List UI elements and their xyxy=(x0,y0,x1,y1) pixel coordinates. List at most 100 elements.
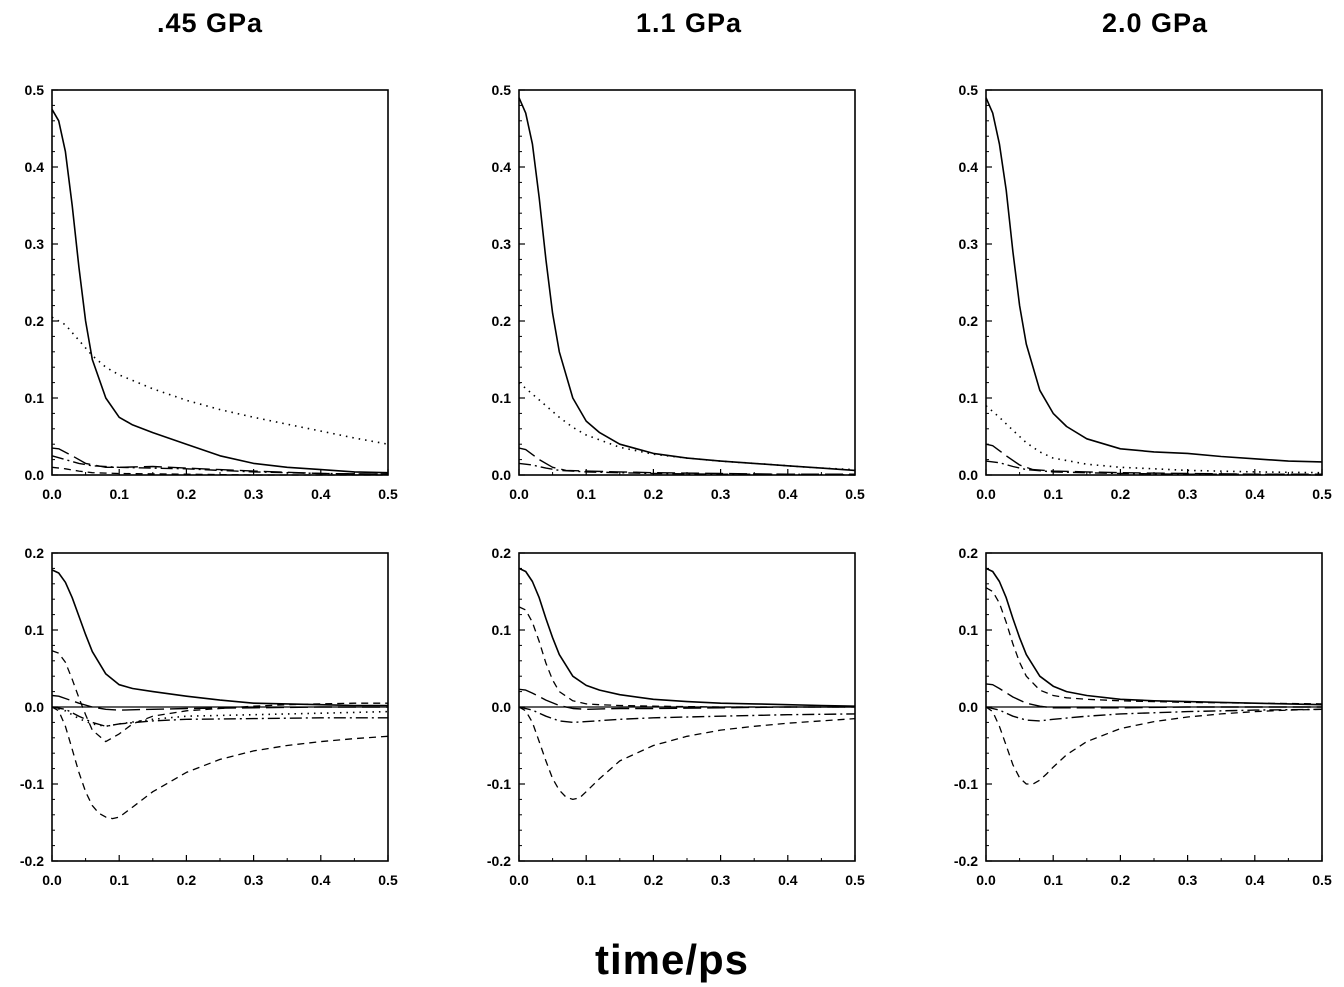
x-tick-label: 0.4 xyxy=(311,486,331,502)
y-tick-label: 0.2 xyxy=(25,545,45,561)
x-tick-label: 0.3 xyxy=(711,486,731,502)
x-tick-label: 0.4 xyxy=(311,872,331,888)
series-line-solid xyxy=(518,97,856,472)
plot-frame xyxy=(518,89,856,476)
y-tick-label: 0.3 xyxy=(25,236,45,252)
series-line-longdash xyxy=(51,694,388,711)
series-line-solid xyxy=(518,567,856,707)
y-tick-label: 0.4 xyxy=(959,159,979,175)
x-tick-label: 0.4 xyxy=(1245,486,1265,502)
chart-panel-top-left: 0.0 0.1 0.2 0.3 0.4 0.5 0.0 0.1 0.2 0.3 0.4 0.5 xyxy=(0,80,410,515)
chart-panel-bottom-right: 0.0 0.1 0.2 0.3 0.4 0.5 -0.2 -0.1 0.0 0.1 0.2 xyxy=(934,543,1344,901)
plot-frame xyxy=(51,89,389,476)
series-line-dotted xyxy=(51,316,389,445)
series-line-shortdash xyxy=(985,706,1323,785)
y-tick-label: -0.2 xyxy=(487,853,511,869)
x-tick-label: 0.1 xyxy=(576,486,596,502)
x-tick-label: 0.0 xyxy=(509,872,529,888)
x-tick-label: 0.1 xyxy=(1043,486,1063,502)
y-tick-label: 0.1 xyxy=(959,390,979,406)
series-line-dotted xyxy=(985,405,1323,474)
y-tick-label: 0.2 xyxy=(492,313,512,329)
chart-panel-top-right: 0.0 0.1 0.2 0.3 0.4 0.5 0.0 0.1 0.2 0.3 0.4 0.5 xyxy=(934,80,1344,515)
x-tick-label: 0.0 xyxy=(42,872,62,888)
x-tick-label: 0.2 xyxy=(1111,872,1131,888)
y-tick-label: 0.5 xyxy=(959,82,979,98)
x-tick-label: 0.2 xyxy=(1111,486,1131,502)
x-tick-label: 0.2 xyxy=(644,872,664,888)
x-tick-label: 0.3 xyxy=(244,872,264,888)
y-tick-label: 0.5 xyxy=(492,82,512,98)
x-tick-label: 0.0 xyxy=(976,872,996,888)
y-tick-label: 0.1 xyxy=(25,390,45,406)
y-tick-label: 0.5 xyxy=(25,82,45,98)
x-tick-label: 0.5 xyxy=(845,872,865,888)
y-tick-label: 0.0 xyxy=(492,699,512,715)
chart-panel-top-middle: 0.0 0.1 0.2 0.3 0.4 0.5 0.0 0.1 0.2 0.3 0.4 0.5 xyxy=(467,80,877,515)
series-line-dashdot xyxy=(985,706,1323,722)
x-tick-label: 0.1 xyxy=(576,872,596,888)
y-tick-label: 0.0 xyxy=(492,467,512,483)
y-tick-label: 0.2 xyxy=(25,313,45,329)
series-line-dashdot xyxy=(518,706,856,724)
series-line-solid xyxy=(51,569,388,707)
chart-svg: 0.0 0.1 0.2 0.3 0.4 0.5 0.0 0.1 0.2 0.3 0.4 0.5 xyxy=(959,82,1332,502)
y-tick-label: 0.1 xyxy=(492,390,512,406)
chart-panel-bottom-left: 0.0 0.1 0.2 0.3 0.4 0.5 -0.2 -0.1 0.0 0.1 0.2 xyxy=(0,543,410,901)
chart-panel-bottom-middle: 0.0 0.1 0.2 0.3 0.4 0.5 -0.2 -0.1 0.0 0.1 0.2 xyxy=(467,543,877,901)
series-line-solid xyxy=(985,97,1323,463)
x-tick-label: 0.1 xyxy=(109,872,129,888)
series-line-longdash xyxy=(518,688,855,710)
x-tick-label: 0.4 xyxy=(778,486,798,502)
series-line-shortdash xyxy=(51,706,389,820)
chart-svg: 0.0 0.1 0.2 0.3 0.4 0.5 -0.2 -0.1 0.0 0.1 0.2 xyxy=(487,545,865,888)
series-line-longdash xyxy=(985,683,1322,709)
series-line-dashdot xyxy=(51,455,389,475)
series-line-dashed xyxy=(51,650,388,743)
series-line-solid xyxy=(985,567,1323,706)
y-tick-label: 0.0 xyxy=(959,699,979,715)
x-tick-label: 0.4 xyxy=(1245,872,1265,888)
y-tick-label: 0.1 xyxy=(959,622,979,638)
x-tick-label: 0.5 xyxy=(378,872,398,888)
x-tick-label: 0.5 xyxy=(1312,872,1332,888)
y-tick-label: -0.2 xyxy=(20,853,44,869)
y-tick-label: 0.2 xyxy=(492,545,512,561)
plot-frame xyxy=(985,89,1323,476)
x-tick-label: 0.5 xyxy=(378,486,398,502)
x-tick-label: 0.3 xyxy=(711,872,731,888)
x-tick-label: 0.2 xyxy=(177,486,197,502)
series-line-solid xyxy=(51,108,389,474)
series-line-dotted xyxy=(51,706,389,728)
y-tick-label: 0.3 xyxy=(959,236,979,252)
chart-svg: 0.0 0.1 0.2 0.3 0.4 0.5 0.0 0.1 0.2 0.3 0.4 0.5 xyxy=(492,82,865,502)
column-title-20-gpa: 2.0 GPa xyxy=(1101,8,1209,38)
chart-svg: 0.0 0.1 0.2 0.3 0.4 0.5 -0.2 -0.1 0.0 0.1 0.2 xyxy=(20,545,398,888)
series-line-dashdot xyxy=(51,706,388,727)
x-tick-label: 0.3 xyxy=(244,486,264,502)
series-line-dashed xyxy=(518,606,855,708)
x-tick-label: 0.5 xyxy=(1312,486,1332,502)
series-line-dashed xyxy=(985,587,1323,705)
y-tick-label: 0.0 xyxy=(25,699,45,715)
y-tick-label: 0.4 xyxy=(492,159,512,175)
y-tick-label: 0.2 xyxy=(959,545,979,561)
x-tick-label: 0.3 xyxy=(1178,872,1198,888)
y-tick-label: -0.1 xyxy=(954,776,978,792)
x-tick-label: 0.0 xyxy=(42,486,62,502)
y-tick-label: -0.1 xyxy=(487,776,511,792)
y-tick-label: 0.0 xyxy=(959,467,979,483)
y-tick-label: 0.1 xyxy=(25,622,45,638)
x-tick-label: 0.4 xyxy=(778,872,798,888)
x-axis-title: time/ps xyxy=(594,936,750,983)
y-tick-label: 0.4 xyxy=(25,159,45,175)
x-tick-label: 0.2 xyxy=(644,486,664,502)
y-tick-label: 0.2 xyxy=(959,313,979,329)
column-title-11-gpa: 1.1 GPa xyxy=(635,8,743,38)
chart-svg: 0.0 0.1 0.2 0.3 0.4 0.5 -0.2 -0.1 0.0 0.1 0.2 xyxy=(954,545,1332,888)
x-tick-label: 0.3 xyxy=(1178,486,1198,502)
y-tick-label: -0.2 xyxy=(954,853,978,869)
y-tick-label: 0.0 xyxy=(25,467,45,483)
y-tick-label: 0.3 xyxy=(492,236,512,252)
x-tick-label: 0.0 xyxy=(976,486,996,502)
